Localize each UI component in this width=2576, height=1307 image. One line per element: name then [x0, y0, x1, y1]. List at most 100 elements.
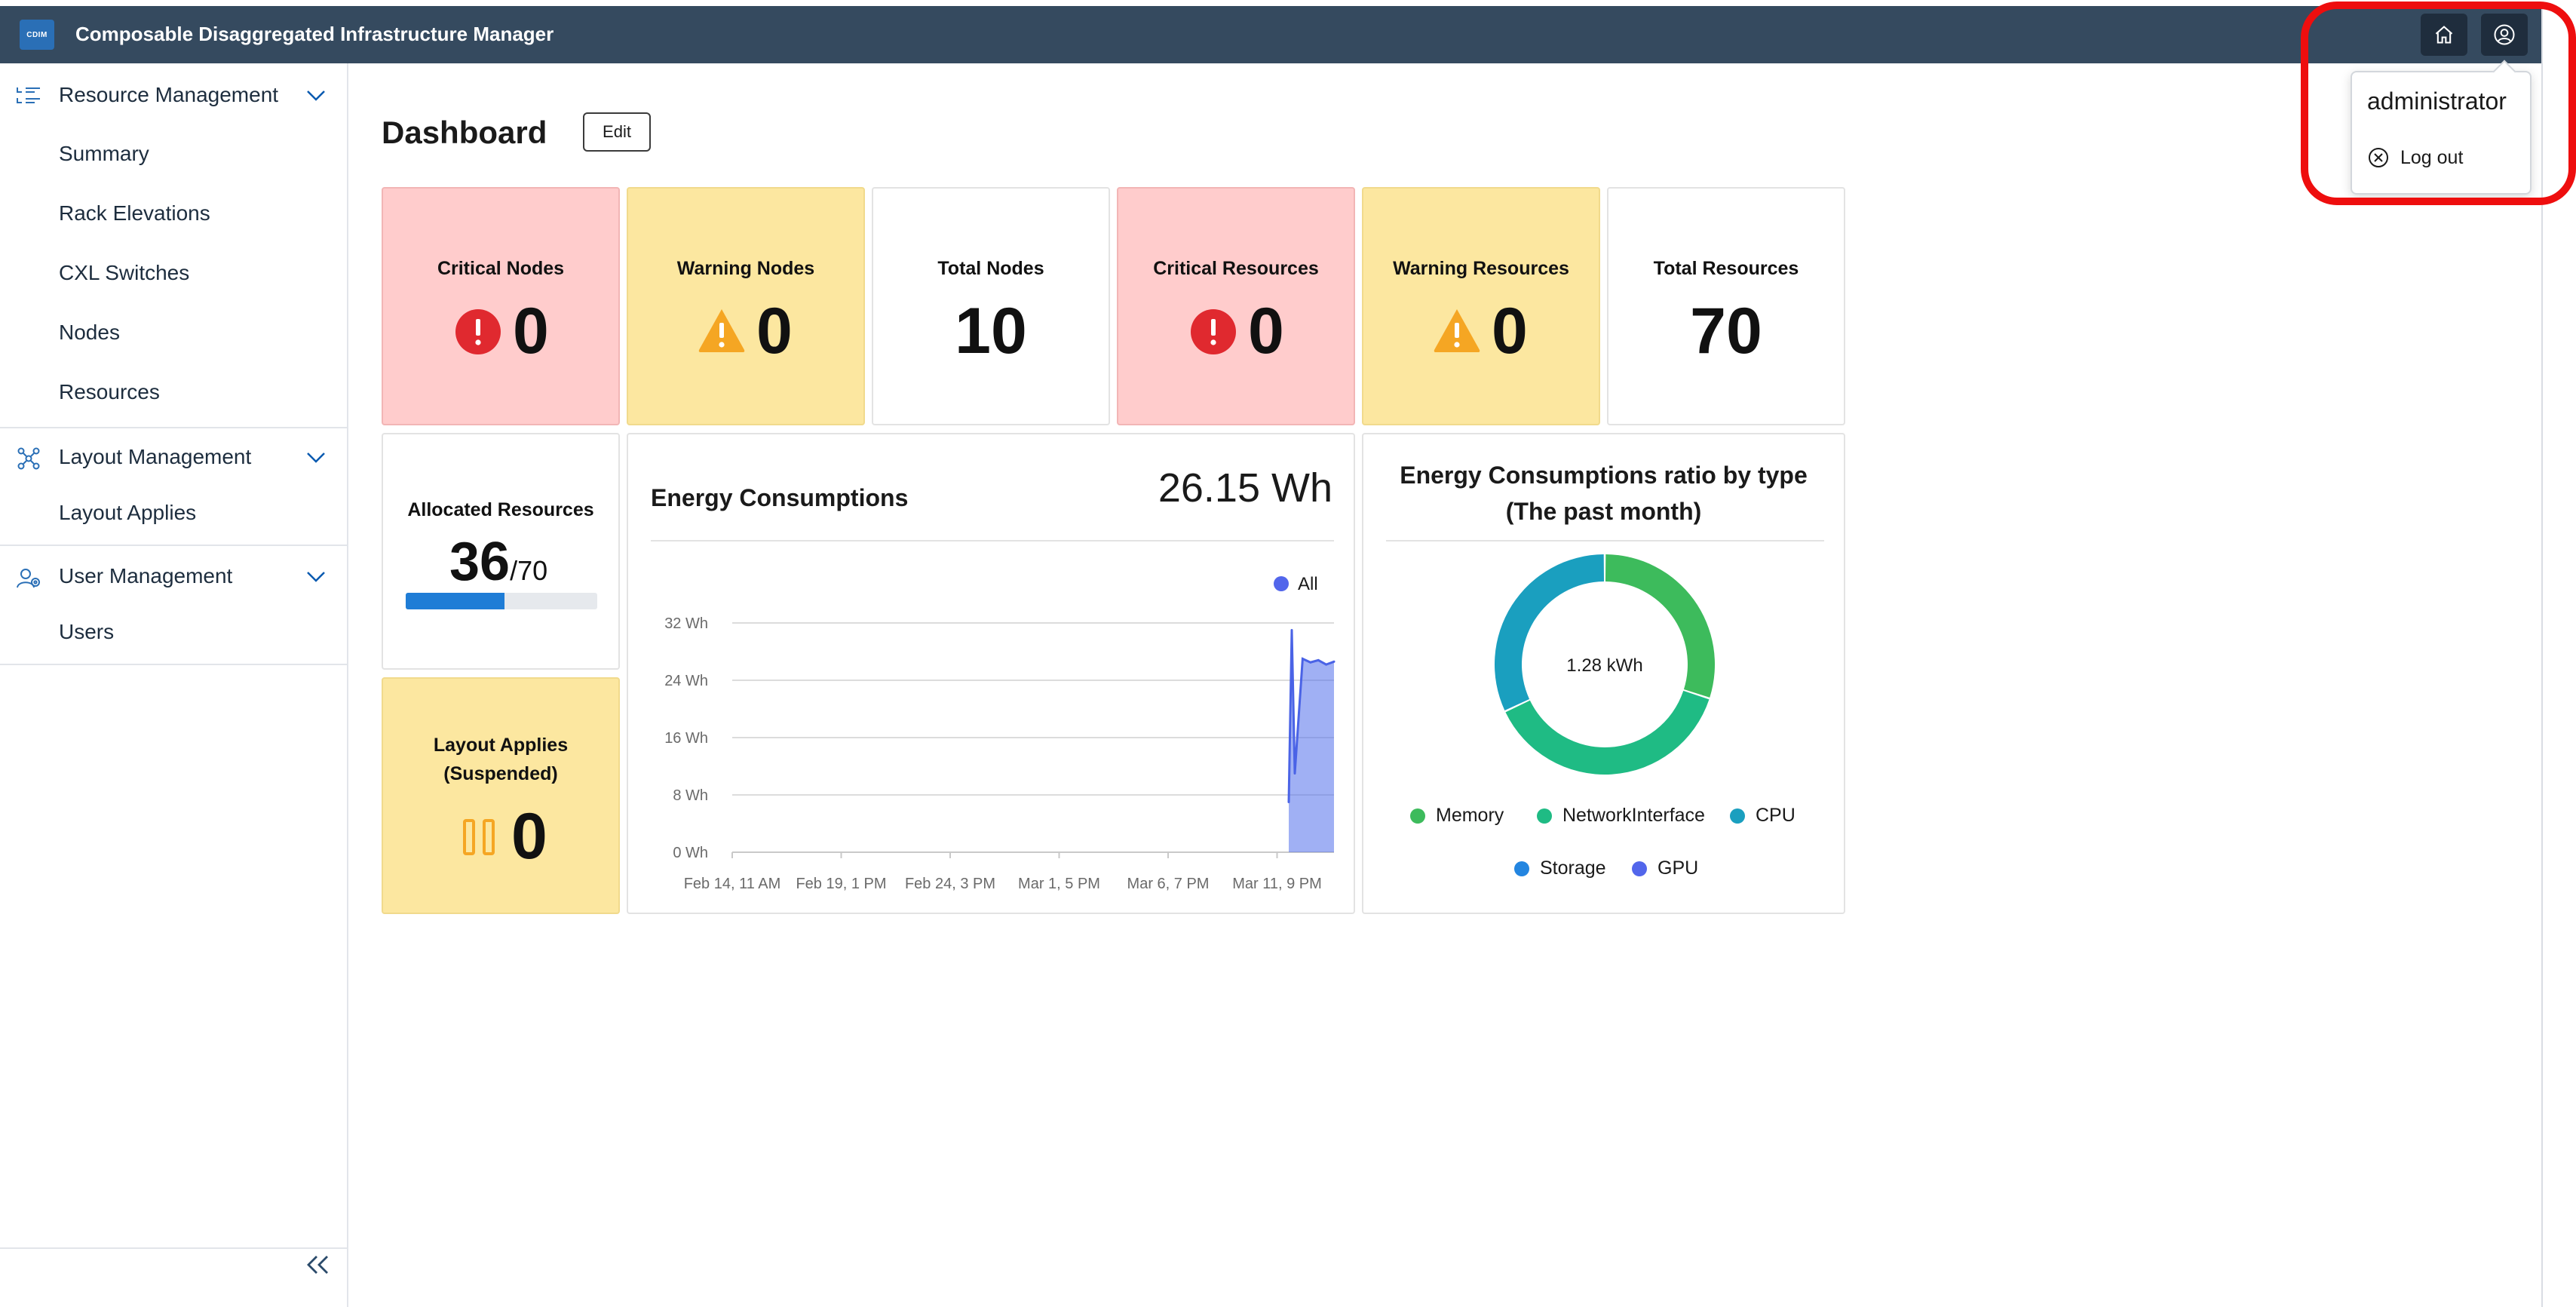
sidebar-item-users[interactable]: Users — [59, 620, 115, 643]
card-divider — [651, 540, 1334, 542]
nav-divider — [0, 427, 347, 428]
chevron-down-icon — [307, 91, 325, 101]
total-nodes-card[interactable]: Total Nodes 10 — [872, 187, 1110, 425]
series-line-all — [1287, 630, 1335, 802]
sidebar-item-layout-applies[interactable]: Layout Applies — [59, 501, 197, 524]
nav-group-user-management[interactable]: User Management — [0, 548, 347, 606]
critical-resources-card[interactable]: Critical Resources 0 — [1117, 187, 1355, 425]
nav-divider — [0, 664, 347, 665]
allocated-value-group: 36 /70 — [449, 531, 547, 593]
highlight-annotation — [2301, 2, 2576, 205]
legend-dot — [1537, 808, 1552, 824]
user-management-icon — [17, 569, 40, 588]
app-logo: CDIM — [20, 20, 54, 50]
user-menu-button[interactable] — [2481, 14, 2528, 56]
card-title: Total Resources — [1653, 258, 1799, 279]
card-value: 0 — [1248, 295, 1284, 367]
x-tick-label: Feb 14, 11 AM — [684, 876, 781, 892]
warning-triangle-icon — [1434, 309, 1480, 352]
x-tick-label: Mar 6, 7 PM — [1127, 876, 1210, 892]
nav-divider — [0, 1247, 347, 1249]
nav-group-layout-management[interactable]: Layout Management — [0, 428, 347, 487]
warning-nodes-card[interactable]: Warning Nodes 0 — [627, 187, 865, 425]
energy-ratio-donut-chart[interactable]: 1.28 kWh — [1363, 434, 1847, 916]
y-tick-label: 8 Wh — [673, 787, 708, 804]
legend-label: CPU — [1756, 805, 1796, 826]
legend-label-all[interactable]: All — [1298, 574, 1318, 594]
allocation-progress-bar — [406, 593, 597, 609]
x-tick-label: Mar 11, 9 PM — [1232, 876, 1322, 892]
y-tick-label: 16 Wh — [664, 730, 708, 747]
legend-item-memory[interactable]: Memory — [1410, 805, 1504, 827]
legend-dot-all — [1274, 576, 1289, 591]
card-title-line1: Layout Applies — [433, 735, 569, 756]
exclamation-circle-icon — [455, 309, 501, 354]
donut-slice-networkinterface[interactable] — [1505, 690, 1710, 775]
pause-icon — [463, 819, 495, 855]
sidebar-item-resources[interactable]: Resources — [59, 380, 160, 403]
card-value: 0 — [513, 295, 549, 367]
energy-total: 26.15 Wh — [1158, 465, 1332, 511]
close-circle-icon — [2369, 148, 2388, 167]
data-point — [1317, 658, 1320, 661]
total-resources-card[interactable]: Total Resources 70 — [1607, 187, 1845, 425]
data-point — [1293, 772, 1296, 775]
nav-group-label: User Management — [59, 564, 233, 588]
top-bar: CDIM Composable Disaggregated Infrastruc… — [0, 6, 2541, 63]
nav-group-label: Resource Management — [59, 83, 279, 106]
legend-item-networkinterface[interactable]: NetworkInterface — [1537, 805, 1705, 827]
home-button[interactable] — [2421, 14, 2467, 56]
nav-group-resource-management[interactable]: Resource Management — [0, 66, 347, 125]
card-value: 0 — [1492, 295, 1528, 367]
sidebar-item-cxl-switches[interactable]: CXL Switches — [59, 261, 190, 284]
card-title: Total Nodes — [937, 258, 1044, 279]
energy-title: Energy Consumptions — [651, 484, 909, 511]
x-tick-label: Mar 1, 5 PM — [1018, 876, 1100, 892]
card-title: Allocated Resources — [407, 499, 594, 520]
chevron-down-icon — [307, 572, 325, 582]
donut-center-label: 1.28 kWh — [1566, 655, 1642, 676]
legend-item-gpu[interactable]: GPU — [1632, 858, 1698, 879]
card-value: 0 — [756, 295, 793, 367]
legend-label: NetworkInterface — [1562, 805, 1705, 826]
warning-resources-card[interactable]: Warning Resources 0 — [1362, 187, 1600, 425]
donut-slice-memory[interactable] — [1605, 554, 1715, 698]
allocated-total: /70 — [510, 555, 548, 586]
resource-management-icon — [17, 87, 40, 103]
legend-dot — [1730, 808, 1745, 824]
data-point — [1290, 629, 1293, 631]
legend-item-cpu[interactable]: CPU — [1730, 805, 1796, 827]
card-value: 0 — [511, 800, 547, 873]
user-circle-icon — [2494, 24, 2515, 45]
layout-applies-card[interactable]: Layout Applies (Suspended) 0 — [382, 677, 620, 914]
logout-button[interactable]: Log out — [2367, 146, 2463, 169]
legend-dot — [1632, 861, 1647, 876]
nav-divider — [0, 545, 347, 546]
chevron-down-icon — [307, 453, 325, 463]
donut-title-line2: (The past month) — [1505, 498, 1702, 525]
sidebar-item-nodes[interactable]: Nodes — [59, 321, 120, 344]
allocated-resources-card[interactable]: Allocated Resources 36 /70 — [382, 433, 620, 670]
donut-slice-cpu[interactable] — [1495, 554, 1605, 710]
sidebar-item-summary[interactable]: Summary — [59, 142, 149, 165]
data-point — [1309, 661, 1312, 664]
card-title: Critical Resources — [1153, 258, 1319, 279]
card-title: Critical Nodes — [437, 258, 565, 279]
allocation-progress-fill — [406, 593, 504, 609]
energy-ratio-card[interactable]: Energy Consumptions ratio by type (The p… — [1362, 433, 1845, 914]
legend-dot — [1410, 808, 1425, 824]
double-chevron-left-icon[interactable] — [305, 1253, 330, 1276]
critical-nodes-card[interactable]: Critical Nodes 0 — [382, 187, 620, 425]
energy-line-chart[interactable]: 0 Wh 8 Wh 16 Wh 24 Wh 32 Wh Feb 14, 11 AM Feb … — [628, 434, 1357, 916]
exclamation-circle-icon — [1191, 309, 1236, 354]
legend-label: GPU — [1658, 858, 1699, 879]
edit-button[interactable]: Edit — [583, 112, 651, 152]
legend-item-storage[interactable]: Storage — [1514, 858, 1606, 879]
nav-group-label: Layout Management — [59, 445, 252, 468]
sidebar: Resource Management Summary Rack Elevati… — [0, 63, 348, 1307]
x-tick-label: Feb 24, 3 PM — [905, 876, 995, 892]
energy-consumptions-card[interactable]: Energy Consumptions 26.15 Wh 0 Wh 8 Wh 16 … — [627, 433, 1355, 914]
sidebar-item-rack-elevations[interactable]: Rack Elevations — [59, 201, 210, 225]
card-value: 10 — [955, 295, 1027, 367]
page-title: Dashboard — [382, 115, 547, 150]
